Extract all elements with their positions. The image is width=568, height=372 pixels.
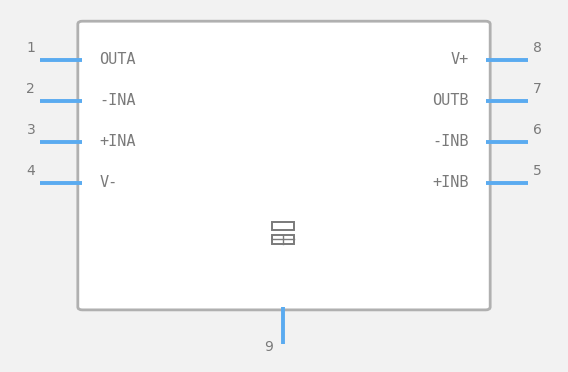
Text: 3: 3	[27, 123, 35, 137]
Text: 6: 6	[533, 123, 542, 137]
Text: V+: V+	[450, 52, 469, 67]
Text: 7: 7	[533, 82, 541, 96]
Text: 8: 8	[533, 41, 542, 55]
FancyBboxPatch shape	[78, 21, 490, 310]
Text: +INB: +INB	[432, 175, 469, 190]
Text: -INB: -INB	[432, 134, 469, 149]
Text: OUTA: OUTA	[99, 52, 136, 67]
Text: -INA: -INA	[99, 93, 136, 108]
Text: V-: V-	[99, 175, 118, 190]
Text: 4: 4	[27, 164, 35, 178]
Text: 9: 9	[264, 340, 273, 355]
Text: 2: 2	[27, 82, 35, 96]
Text: +INA: +INA	[99, 134, 136, 149]
Text: 5: 5	[533, 164, 541, 178]
Bar	[272, 222, 294, 230]
Bar	[272, 235, 294, 244]
Text: 1: 1	[26, 41, 35, 55]
Text: OUTB: OUTB	[432, 93, 469, 108]
